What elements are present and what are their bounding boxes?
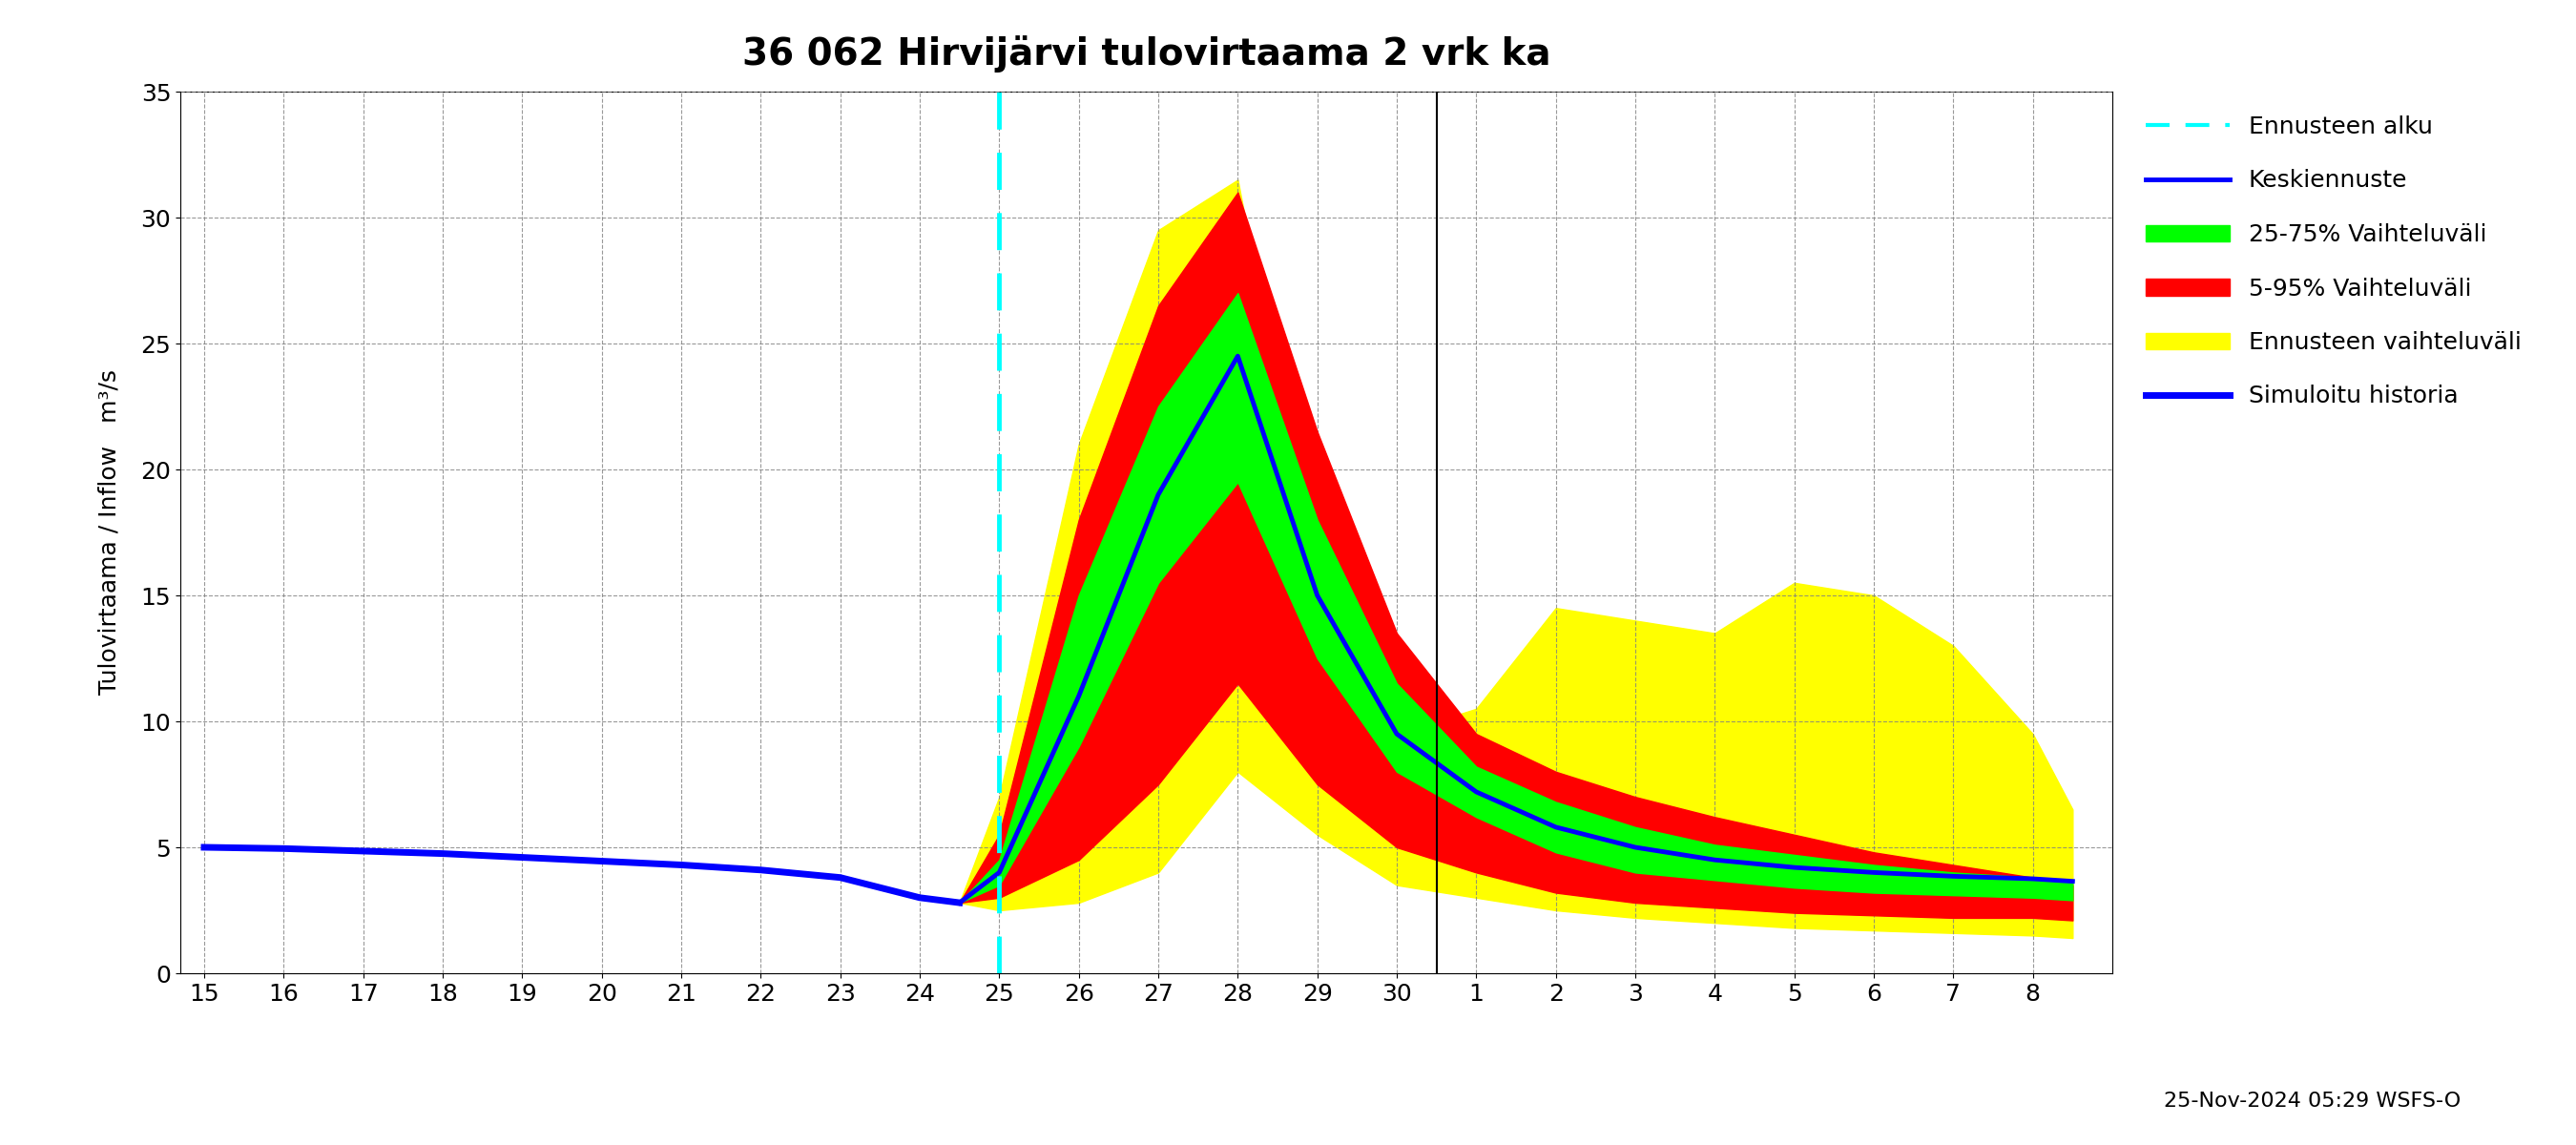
Y-axis label: Tulovirtaama / Inflow   m³/s: Tulovirtaama / Inflow m³/s [98, 370, 121, 695]
Legend: Ennusteen alku, Keskiennuste, 25-75% Vaihteluväli, 5-95% Vaihteluväli, Ennusteen: Ennusteen alku, Keskiennuste, 25-75% Vai… [2133, 103, 2532, 420]
Text: 25-Nov-2024 05:29 WSFS-O: 25-Nov-2024 05:29 WSFS-O [2164, 1091, 2460, 1111]
Title: 36 062 Hirvijärvi tulovirtaama 2 vrk ka: 36 062 Hirvijärvi tulovirtaama 2 vrk ka [742, 35, 1551, 73]
